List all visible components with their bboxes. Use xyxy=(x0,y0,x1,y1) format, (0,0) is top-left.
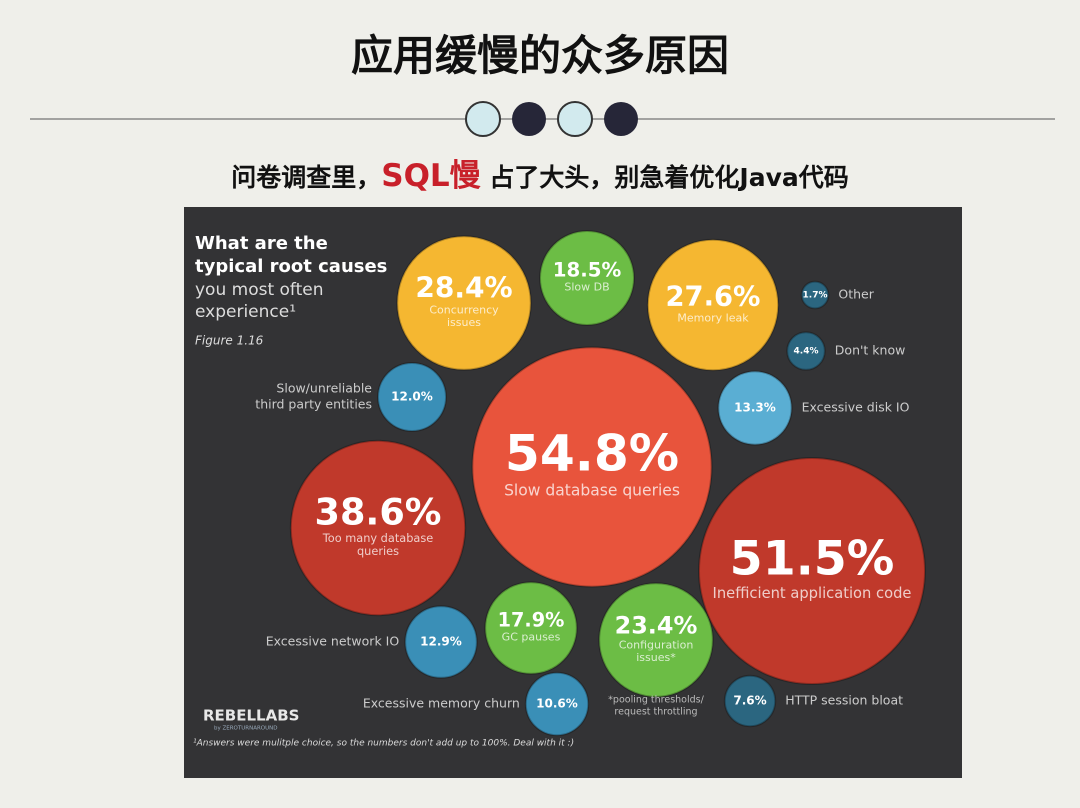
bubble-value: 1.7% xyxy=(803,291,828,301)
bubble xyxy=(396,235,532,371)
bubble xyxy=(786,331,826,371)
bubble-label: Concurrency xyxy=(429,303,499,316)
bubble-value: 51.5% xyxy=(730,531,895,586)
bubble-label: Slow/unreliable xyxy=(276,381,372,396)
bubble-label: Don't know xyxy=(835,343,906,358)
subtitle: 问卷调查里，SQL慢 占了大头，别急着优化Java代码 xyxy=(0,150,1080,195)
bubble-value: 10.6% xyxy=(536,697,578,711)
bubble-label: third party entities xyxy=(255,397,372,412)
bubble-value: 4.4% xyxy=(794,347,819,357)
bubble-label: Excessive disk IO xyxy=(802,400,910,415)
bubble-value: 13.3% xyxy=(734,401,776,415)
dot xyxy=(465,101,501,137)
bubble-label: issues* xyxy=(636,651,676,664)
bubble-label: queries xyxy=(357,544,399,558)
bubble-value: 12.9% xyxy=(420,635,462,649)
heading-light: you most often xyxy=(195,280,324,300)
bubble-label: issues xyxy=(447,316,481,329)
bubble-value: 27.6% xyxy=(666,281,761,312)
bubble-label: Excessive memory churn xyxy=(363,696,520,711)
bubble xyxy=(800,280,830,310)
bubble-value: 54.8% xyxy=(505,423,679,482)
bubble xyxy=(404,605,478,679)
bubble xyxy=(471,346,713,588)
slide-title: 应用缓慢的众多原因 xyxy=(350,31,729,80)
bubble-label: Other xyxy=(838,287,874,302)
figure-label: Figure 1.16 xyxy=(195,334,264,348)
bubble-label: GC pauses xyxy=(502,630,561,643)
bubble xyxy=(377,362,447,432)
bubble-label: Configuration xyxy=(619,638,694,651)
bubble-label: HTTP session bloat xyxy=(785,693,903,708)
dot xyxy=(512,102,546,136)
heading-bold: What are the xyxy=(195,233,328,254)
dot xyxy=(604,102,638,136)
bubble xyxy=(698,457,926,685)
bubble xyxy=(598,582,714,698)
config-note: *pooling thresholds/ xyxy=(608,695,704,706)
bubble xyxy=(484,581,578,675)
bubble-value: 23.4% xyxy=(615,611,698,639)
footnote: ¹Answers were mulitple choice, so the nu… xyxy=(193,739,574,749)
bubble xyxy=(646,238,780,372)
subtitle-text: 占了大头，别急着优化Java代码 xyxy=(489,163,849,192)
bubble xyxy=(723,674,777,728)
bubble-label: Inefficient application code xyxy=(713,585,912,602)
heading-bold: typical root causes xyxy=(195,256,387,277)
bubble xyxy=(289,439,467,617)
bubble-value: 28.4% xyxy=(415,272,512,305)
bubble-label: Slow DB xyxy=(564,281,609,294)
bubble-value: 12.0% xyxy=(391,390,433,404)
logo-by: by ZEROTURNAROUND xyxy=(214,726,278,732)
bubble xyxy=(539,230,635,326)
bubble xyxy=(524,671,590,737)
subtitle-text: 问卷调查里， xyxy=(231,163,382,192)
bubble-value: 38.6% xyxy=(314,491,441,534)
bubble-label: Excessive network IO xyxy=(266,634,400,649)
dot xyxy=(557,101,593,137)
config-note: request throttling xyxy=(614,707,697,718)
bubble-value: 17.9% xyxy=(498,609,565,632)
bubble xyxy=(717,370,793,446)
bubble-value: 18.5% xyxy=(553,259,622,282)
bubble-label: Slow database queries xyxy=(504,482,680,500)
subtitle-highlight: SQL慢 xyxy=(381,158,481,194)
bubble-value: 7.6% xyxy=(733,694,766,708)
logo: REBELLABS xyxy=(203,707,299,725)
bubble-label: Too many database xyxy=(322,531,433,545)
bubble-label: Memory leak xyxy=(677,311,749,324)
heading-light: experience¹ xyxy=(195,302,296,322)
